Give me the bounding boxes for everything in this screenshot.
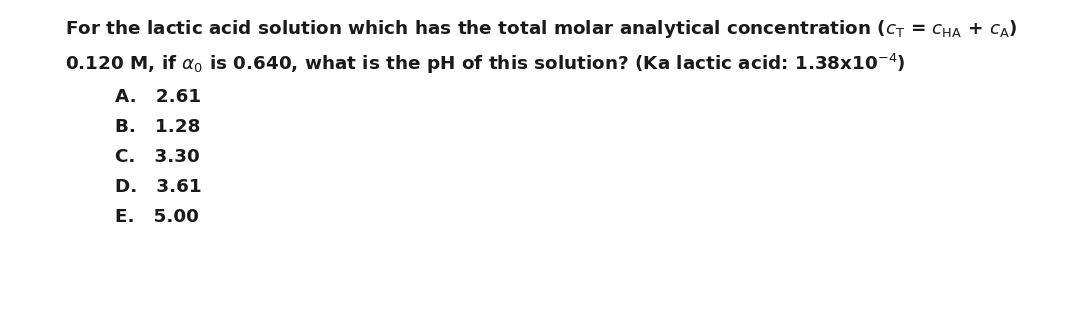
Text: 0.120 M, if $\alpha_{0}$ is 0.640, what is the pH of this solution? (Ka lactic a: 0.120 M, if $\alpha_{0}$ is 0.640, what … bbox=[65, 52, 905, 76]
Text: For the lactic acid solution which has the total molar analytical concentration : For the lactic acid solution which has t… bbox=[65, 18, 1017, 40]
Text: B.   1.28: B. 1.28 bbox=[114, 118, 201, 136]
Text: E.   5.00: E. 5.00 bbox=[114, 208, 199, 226]
Text: A.   2.61: A. 2.61 bbox=[114, 88, 201, 106]
Text: D.   3.61: D. 3.61 bbox=[114, 178, 202, 196]
Text: C.   3.30: C. 3.30 bbox=[114, 148, 200, 166]
